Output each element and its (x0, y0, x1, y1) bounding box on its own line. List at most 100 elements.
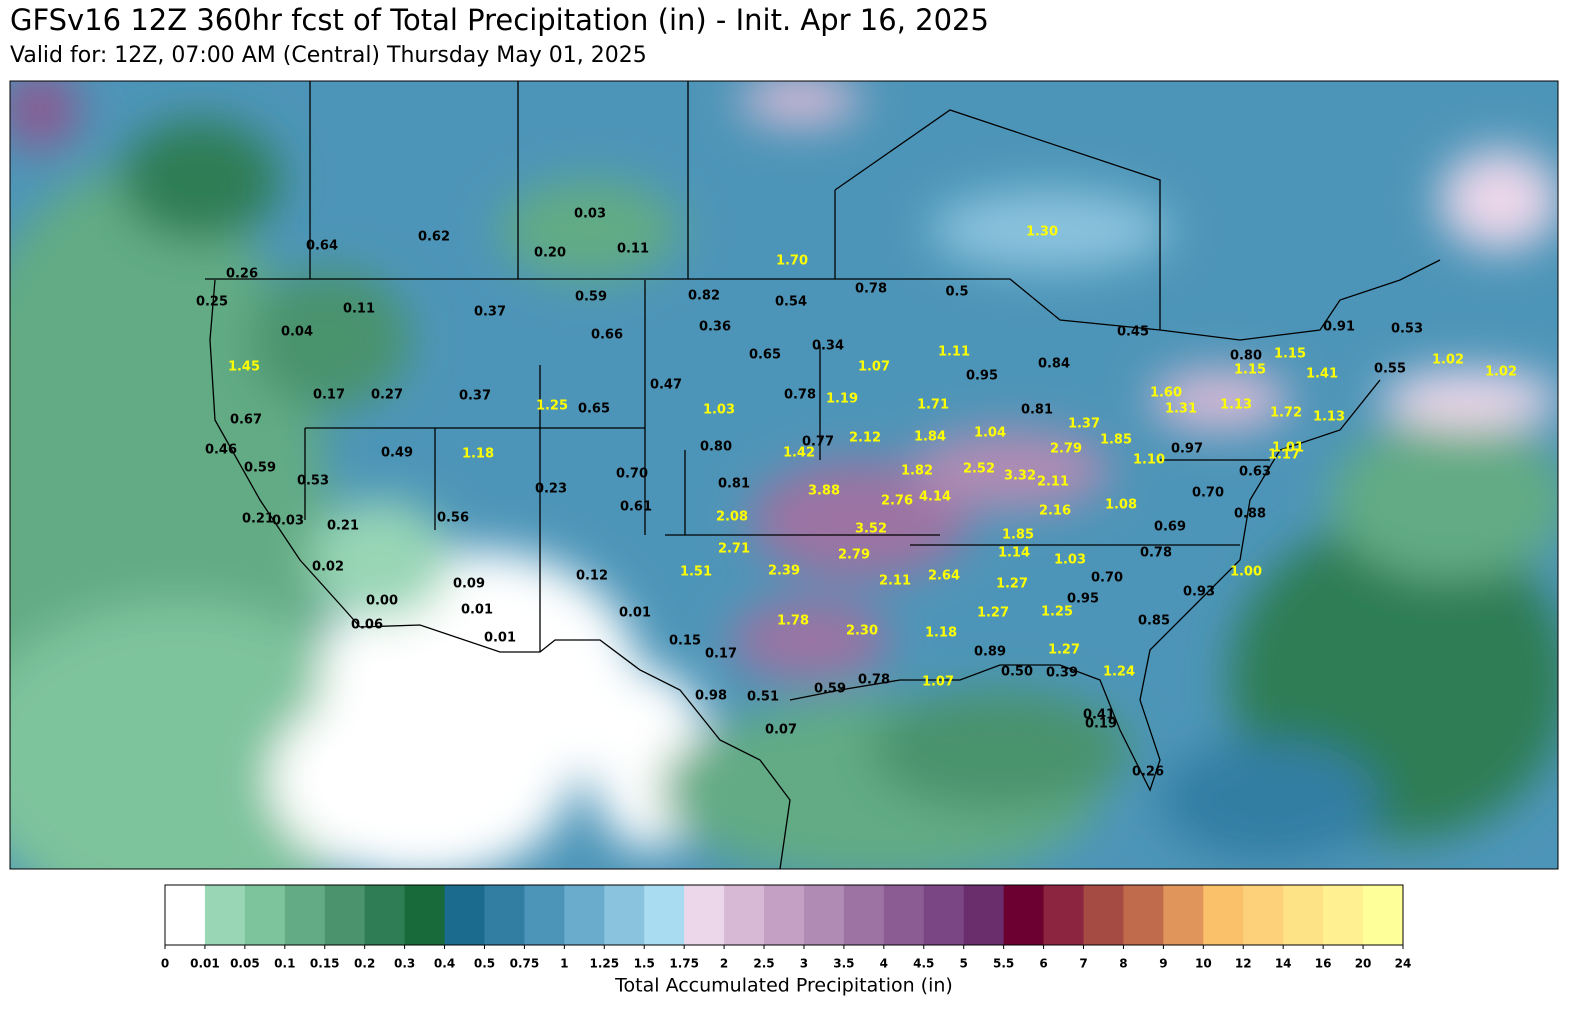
colorbar-tick-label: 12 (1235, 957, 1252, 971)
colorbar-tick-label: 16 (1315, 957, 1332, 971)
colorbar-label: Total Accumulated Precipitation (in) (614, 975, 953, 997)
colorbar-tick-label: 1 (560, 957, 568, 971)
precip-value: 1.27 (996, 577, 1028, 592)
colorbar-bin (604, 885, 645, 945)
colorbar-bin (204, 885, 246, 945)
precip-value: 0.61 (620, 500, 652, 515)
colorbar-tick-label: 3 (800, 957, 808, 971)
colorbar-bin (404, 885, 446, 945)
precip-value: 2.79 (1050, 442, 1082, 457)
precip-value: 1.18 (925, 626, 957, 641)
precip-value: 3.32 (1004, 469, 1036, 484)
precip-value: 1.51 (680, 565, 712, 580)
precip-value: 2.76 (881, 494, 913, 509)
precip-value: 0.63 (1239, 465, 1271, 480)
precip-value: 0.78 (855, 282, 887, 297)
precip-value: 0.53 (1391, 322, 1423, 337)
precip-value: 0.70 (1091, 571, 1123, 586)
colorbar-tick-label: 0.01 (190, 957, 220, 971)
colorbar-bin (1363, 885, 1404, 945)
precip-value: 1.00 (1230, 565, 1262, 580)
precip-value: 0.59 (814, 682, 846, 697)
colorbar-bin (1123, 885, 1164, 945)
precip-value: 0.98 (695, 689, 727, 704)
precip-value: 1.04 (974, 426, 1006, 441)
borders (205, 81, 1441, 869)
precip-value: 0.04 (281, 325, 313, 340)
colorbar-tick-label: 2 (720, 957, 728, 971)
precip-value: 0.77 (802, 435, 834, 450)
precip-value: 1.13 (1313, 410, 1345, 425)
colorbar-bin (484, 885, 525, 945)
precip-value: 1.25 (536, 399, 568, 414)
precip-value: 0.03 (574, 207, 606, 222)
precip-value: 1.01 (1272, 441, 1304, 456)
precip-value: 0.46 (205, 443, 237, 458)
precip-value: 0.41 (1083, 708, 1115, 723)
precip-value: 1.03 (703, 403, 735, 418)
precip-value: 1.78 (777, 614, 809, 629)
colorbar-tick-label: 10 (1195, 957, 1212, 971)
colorbar-tick-label: 5 (960, 957, 968, 971)
precip-value: 3.52 (855, 522, 887, 537)
colorbar-tick-label: 0.4 (434, 957, 455, 971)
precip-value: 0.23 (535, 482, 567, 497)
precip-value: 0.59 (244, 461, 276, 476)
colorbar-bin (564, 885, 605, 945)
precip-value: 0.62 (418, 230, 450, 245)
precip-value: 0.91 (1323, 320, 1355, 335)
province-border (309, 81, 1161, 330)
colorbar-tick-label: 9 (1159, 957, 1167, 971)
colorbar-bin (244, 885, 286, 945)
precip-value: 0.67 (230, 413, 262, 428)
colorbar-bin (724, 885, 765, 945)
precip-value: 0.84 (1038, 357, 1070, 372)
precip-value: 0.65 (578, 402, 610, 417)
precip-value: 1.41 (1306, 367, 1338, 382)
colorbar-bin (444, 885, 485, 945)
colorbar-bin (284, 885, 326, 945)
coastline (789, 379, 1381, 792)
precip-value: 2.08 (716, 510, 748, 525)
colorbar-tick-label: 24 (1395, 957, 1412, 971)
precip-value: 1.18 (462, 447, 494, 462)
precip-value: 1.72 (1270, 406, 1302, 421)
colorbar-bin (803, 885, 845, 945)
precip-value: 0.66 (591, 328, 623, 343)
colorbar-tick-label: 5.5 (993, 957, 1014, 971)
colorbar-bin (324, 885, 366, 945)
colorbar-tick-label: 7 (1079, 957, 1087, 971)
colorbar-tick-label: 3.5 (833, 957, 854, 971)
precip-value: 2.39 (768, 564, 800, 579)
precip-value: 1.25 (1041, 605, 1073, 620)
colorbar-tick-label: 8 (1119, 957, 1127, 971)
colorbar-bin (524, 885, 565, 945)
colorbar-tick-label: 14 (1275, 957, 1292, 971)
precip-value: 0.27 (371, 388, 403, 403)
precip-value: 1.70 (776, 254, 808, 269)
precip-value: 1.42 (783, 446, 815, 461)
precip-value: 1.37 (1068, 417, 1100, 432)
map-frame (9, 80, 1559, 870)
precip-value: 1.08 (1105, 498, 1137, 513)
precip-value: 0.26 (1132, 765, 1164, 780)
precip-value: 0.21 (242, 512, 274, 527)
colorbar-bin (1043, 885, 1085, 945)
precip-value: 0.37 (474, 305, 506, 320)
precip-value: 0.49 (381, 446, 413, 461)
precip-value: 0.26 (226, 267, 258, 282)
precip-value: 0.51 (747, 690, 779, 705)
precip-value: 1.27 (977, 606, 1009, 621)
mexico-border (359, 624, 791, 869)
precip-value: 1.02 (1485, 365, 1517, 380)
precip-value: 0.03 (272, 514, 304, 529)
precip-value: 0.70 (1192, 486, 1224, 501)
precip-value: 0.21 (327, 519, 359, 534)
precip-value: 0.56 (437, 511, 469, 526)
precip-value: 0.81 (1021, 403, 1053, 418)
precip-value: 0.70 (616, 467, 648, 482)
precip-value: 0.89 (974, 645, 1006, 660)
precip-value: 0.55 (1374, 362, 1406, 377)
colorbar-bin (843, 885, 885, 945)
